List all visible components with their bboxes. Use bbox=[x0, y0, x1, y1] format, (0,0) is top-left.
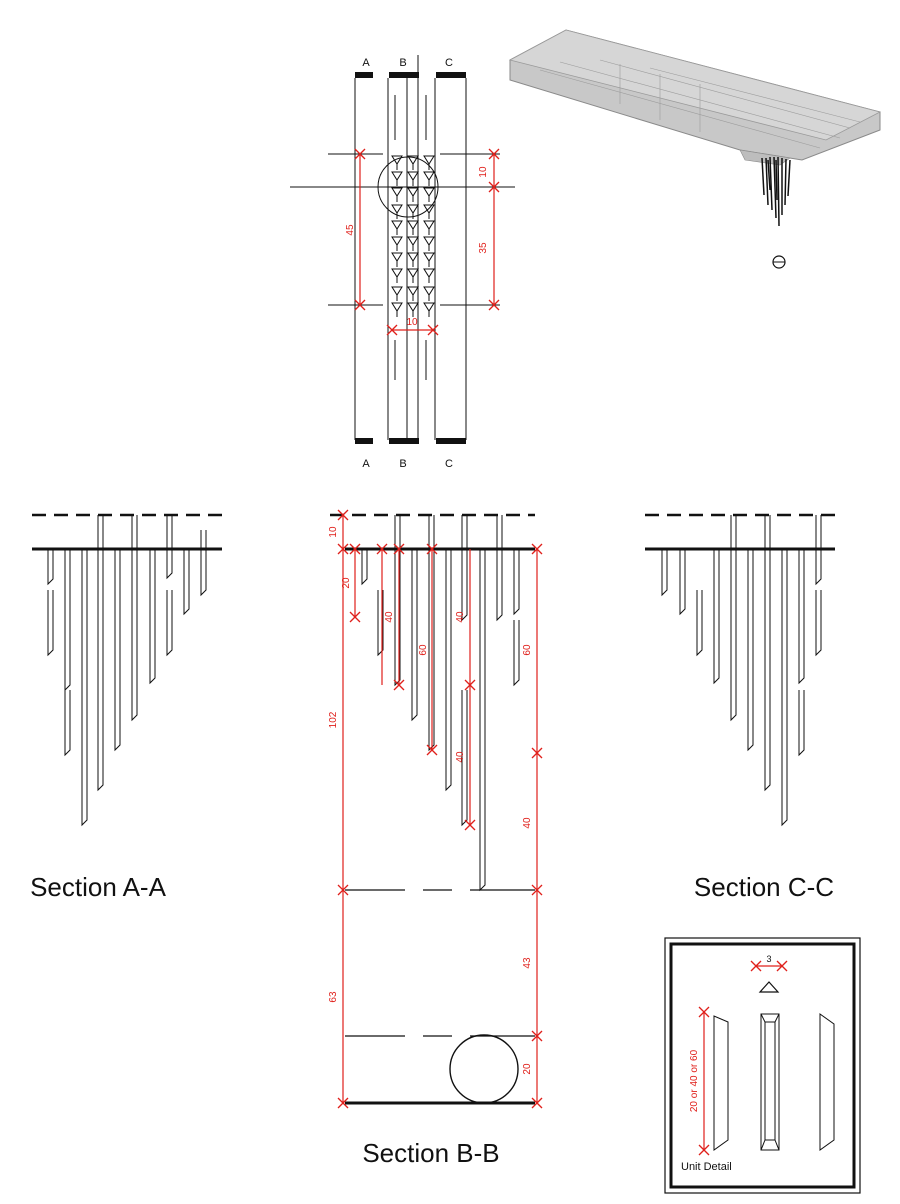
section-a-a-title: Section A-A bbox=[30, 872, 167, 902]
plan-dim-top-offset: 10 bbox=[478, 166, 489, 178]
bb-dim-second-unit: 40 bbox=[384, 611, 395, 623]
bb-dim-base-offset: 63 bbox=[328, 991, 339, 1003]
bb-dim-top-gap: 10 bbox=[328, 526, 339, 538]
marker-b-top: B bbox=[399, 57, 406, 69]
unit-detail-title: Unit Detail bbox=[681, 1161, 732, 1173]
marker-c-bottom: C bbox=[445, 458, 453, 470]
section-a-a: Section A-A bbox=[30, 513, 222, 902]
unit-detail: 3 20 or 40 or 60 Unit Detail bbox=[664, 937, 861, 1194]
plan-dim-lower-length: 35 bbox=[478, 242, 489, 254]
unit-length-dim: 20 or 40 or 60 bbox=[689, 1049, 700, 1112]
bb-dim-right-upper: 60 bbox=[522, 644, 533, 656]
3d-render bbox=[508, 29, 882, 269]
bb-dim-fourth-unit: 40 bbox=[455, 611, 466, 623]
bb-dim-ball-height: 20 bbox=[522, 1063, 533, 1075]
marker-c-top: C bbox=[445, 57, 453, 69]
bb-dim-third-unit: 60 bbox=[418, 644, 429, 656]
section-b-b-title: Section B-B bbox=[362, 1138, 499, 1168]
bb-dim-base-right: 43 bbox=[522, 957, 533, 969]
section-b-b: 10 20 40 60 40 60 40 40 102 63 43 20 Sec… bbox=[328, 509, 543, 1168]
section-c-c: Section C-C bbox=[645, 513, 835, 902]
bb-dim-first-unit: 20 bbox=[341, 577, 352, 589]
marker-a-top: A bbox=[362, 57, 370, 69]
bb-dim-lower-unit: 40 bbox=[455, 751, 466, 763]
bb-dim-right-lower: 40 bbox=[522, 817, 533, 829]
plan-view: 10 45 35 10 A B C A B C bbox=[290, 55, 515, 470]
plan-dim-total-length: 45 bbox=[345, 224, 356, 236]
unit-width-dim: 3 bbox=[766, 954, 771, 964]
section-c-c-title: Section C-C bbox=[694, 872, 834, 902]
marker-b-bottom: B bbox=[399, 458, 406, 470]
bb-dim-overall: 102 bbox=[328, 711, 339, 728]
marker-a-bottom: A bbox=[362, 458, 370, 470]
plan-dim-spacing: 10 bbox=[406, 317, 418, 328]
